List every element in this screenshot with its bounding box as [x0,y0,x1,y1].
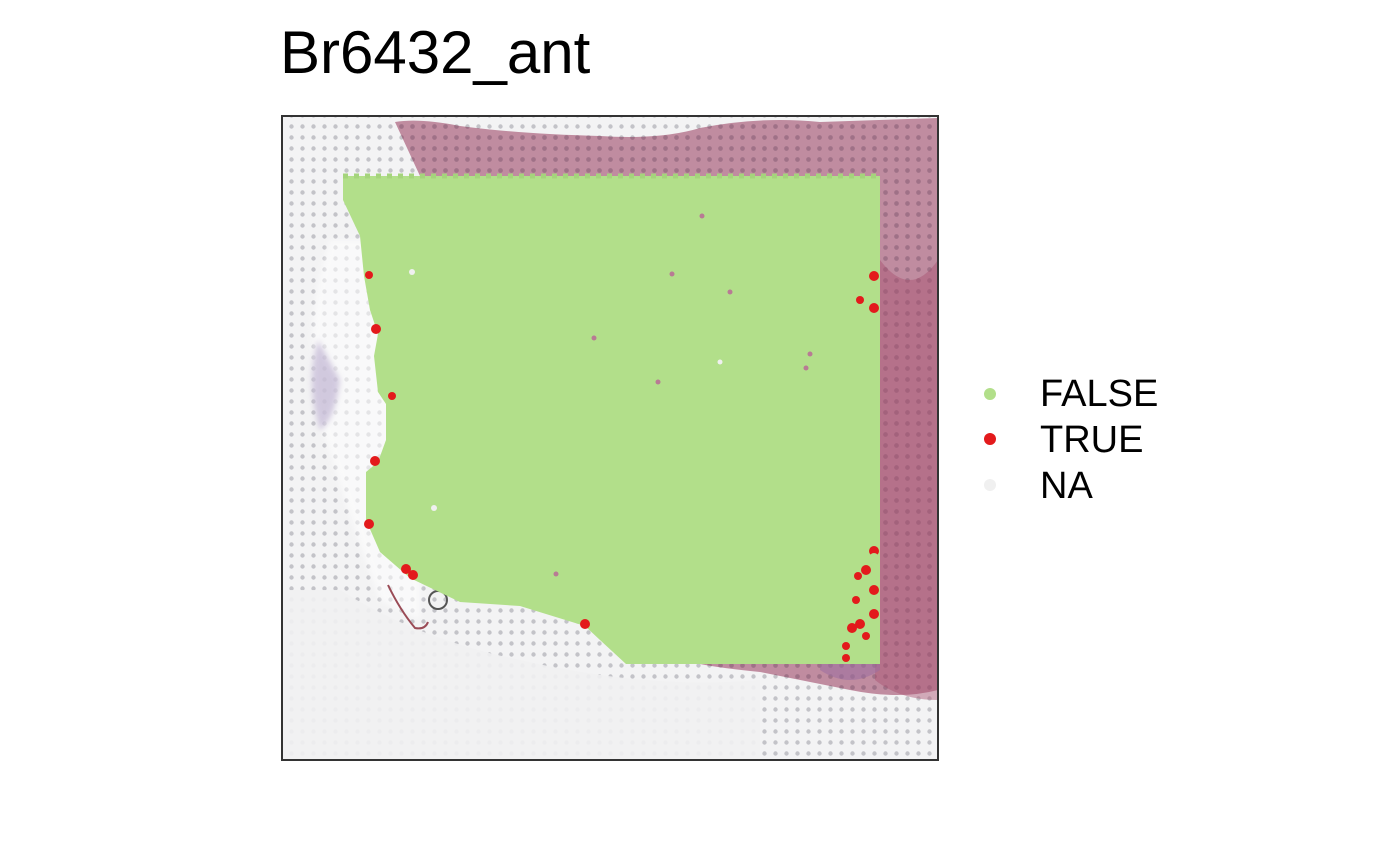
legend-label-false: FALSE [1040,373,1159,415]
legend-label-true: TRUE [1040,419,1144,461]
legend-label-na: NA [1040,465,1093,507]
legend-dot-na [984,479,996,491]
chart-title: Br6432_ant [280,19,591,86]
legend-dot-true [984,433,996,445]
na-spots [409,213,813,577]
true-spots [364,271,879,662]
panel-border [281,115,939,761]
legend-dot-false [984,388,996,400]
false-spots-region [343,176,880,664]
tissue-image [282,116,938,760]
